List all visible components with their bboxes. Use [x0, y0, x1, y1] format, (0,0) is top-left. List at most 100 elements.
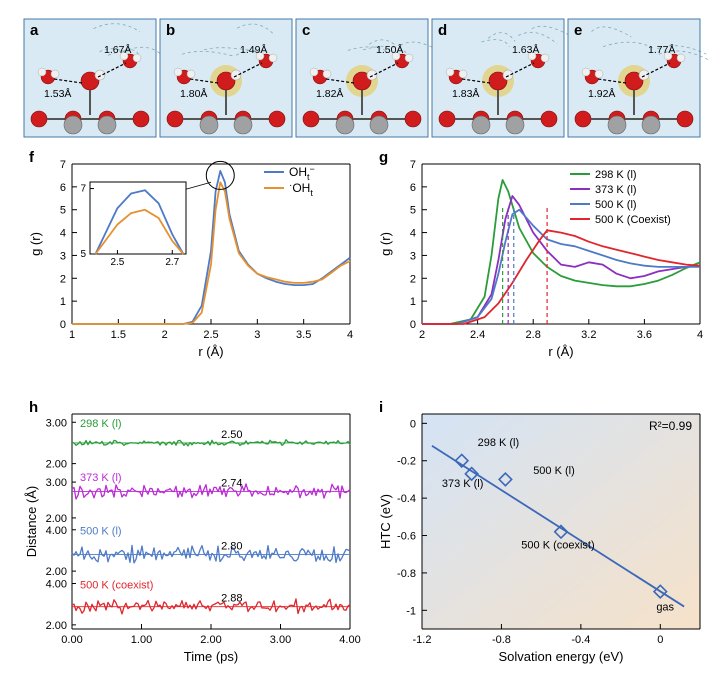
svg-text:-0.4: -0.4 [571, 634, 590, 646]
svg-text:3: 3 [410, 250, 416, 262]
svg-text:0: 0 [410, 319, 416, 331]
snapshot-panel-b: 1.80Å1.49Åb [160, 19, 292, 137]
snapshot-panel-e: 1.92Å 1.77Å e [568, 19, 709, 137]
snapshot-panel-c: 1.82Å1.50Åc [296, 19, 442, 137]
svg-text:-0.4: -0.4 [397, 493, 416, 505]
svg-text:h: h [29, 399, 38, 416]
svg-text:298 K (l): 298 K (l) [595, 169, 637, 181]
svg-text:1.50Å: 1.50Å [376, 43, 403, 56]
svg-text:4.00: 4.00 [46, 579, 67, 591]
panel-f: f11.522.533.5401234567r (Å)g (r)2.52.757… [28, 149, 353, 359]
svg-text:2.00: 2.00 [46, 513, 67, 525]
svg-text:4: 4 [410, 228, 416, 240]
svg-text:2.5: 2.5 [110, 257, 124, 268]
svg-text:·OHt: ·OHt [289, 180, 313, 198]
svg-text:1: 1 [410, 296, 416, 308]
svg-text:Distance (Å): Distance (Å) [24, 486, 39, 558]
svg-text:1.67Å: 1.67Å [104, 43, 131, 56]
svg-text:4: 4 [60, 228, 66, 240]
svg-text:g (r): g (r) [28, 232, 43, 256]
svg-text:2.4: 2.4 [470, 329, 485, 341]
svg-text:2.88: 2.88 [221, 593, 242, 605]
svg-text:3.6: 3.6 [637, 329, 652, 341]
panel-g: g22.42.83.23.6401234567r (Å)g (r)298 K (… [378, 149, 703, 359]
panel-i: i-1.2-0.8-0.40-1-0.8-0.6-0.4-0.20Solvati… [378, 399, 700, 664]
svg-text:4: 4 [347, 329, 353, 341]
svg-text:1.80Å: 1.80Å [180, 87, 207, 100]
svg-text:Time (ps): Time (ps) [184, 649, 238, 664]
svg-text:3.00: 3.00 [270, 634, 291, 646]
svg-text:-0.8: -0.8 [492, 634, 511, 646]
svg-text:3: 3 [60, 250, 66, 262]
svg-text:2.8: 2.8 [526, 329, 541, 341]
svg-text:500 K (l): 500 K (l) [533, 465, 575, 477]
svg-text:7: 7 [80, 184, 86, 195]
svg-text:2: 2 [162, 329, 168, 341]
svg-text:-1.2: -1.2 [413, 634, 432, 646]
svg-text:4.00: 4.00 [46, 525, 67, 537]
svg-text:-0.2: -0.2 [397, 456, 416, 468]
svg-text:3.00: 3.00 [46, 477, 67, 489]
svg-text:-0.6: -0.6 [397, 531, 416, 543]
svg-text:e: e [574, 22, 582, 39]
svg-text:1.00: 1.00 [131, 634, 152, 646]
svg-text:2.80: 2.80 [221, 541, 242, 553]
svg-text:5: 5 [60, 205, 66, 217]
svg-text:500 K (coexist): 500 K (coexist) [521, 540, 594, 552]
svg-text:7: 7 [60, 159, 66, 171]
svg-text:6: 6 [410, 182, 416, 194]
svg-text:r (Å): r (Å) [548, 344, 573, 359]
svg-text:3.5: 3.5 [296, 329, 311, 341]
svg-text:gas: gas [656, 601, 674, 613]
svg-text:1.82Å: 1.82Å [316, 87, 343, 100]
svg-text:1.77Å: 1.77Å [648, 43, 675, 56]
svg-text:2: 2 [60, 273, 66, 285]
svg-text:298 K (l): 298 K (l) [80, 418, 122, 430]
figure-root: 1.53Å1.67Åa1.80Å1.49Åb1.82Å1.50Åc1.83Å1.… [14, 14, 711, 671]
svg-text:R²=0.99: R²=0.99 [649, 419, 692, 433]
svg-text:373 K (l): 373 K (l) [595, 184, 637, 196]
svg-text:0: 0 [657, 634, 663, 646]
svg-text:0.00: 0.00 [61, 634, 82, 646]
svg-text:2.7: 2.7 [165, 257, 179, 268]
svg-text:500 K (Coexist): 500 K (Coexist) [595, 214, 671, 226]
svg-text:2.00: 2.00 [46, 620, 67, 632]
svg-text:1.49Å: 1.49Å [240, 43, 267, 56]
svg-text:1.83Å: 1.83Å [452, 87, 479, 100]
svg-text:3.2: 3.2 [581, 329, 596, 341]
svg-text:2.00: 2.00 [46, 459, 67, 471]
svg-text:1.92Å: 1.92Å [588, 87, 615, 100]
svg-text:373 K (l): 373 K (l) [442, 478, 484, 490]
svg-text:OHt−: OHt− [289, 164, 315, 182]
svg-text:2.50: 2.50 [221, 429, 242, 441]
svg-text:7: 7 [410, 159, 416, 171]
svg-text:2.74: 2.74 [221, 477, 242, 489]
svg-text:1.53Å: 1.53Å [44, 87, 71, 100]
svg-text:g (r): g (r) [378, 232, 393, 256]
svg-text:0: 0 [410, 418, 416, 430]
svg-text:500 K (l): 500 K (l) [80, 526, 122, 538]
svg-text:500 K (coexist): 500 K (coexist) [80, 579, 153, 591]
legend-f: OHt−·OHt [264, 164, 315, 198]
svg-text:6: 6 [60, 182, 66, 194]
svg-text:r (Å): r (Å) [198, 344, 223, 359]
svg-text:2: 2 [419, 329, 425, 341]
svg-text:d: d [438, 22, 447, 39]
svg-text:5: 5 [410, 205, 416, 217]
svg-text:f: f [29, 149, 35, 166]
svg-text:5: 5 [80, 249, 86, 260]
svg-text:1: 1 [60, 296, 66, 308]
panel-h: h 0.00 1.00 2.00 3.00 4.00 Time (ps) Distance (… [24, 399, 361, 664]
svg-text:2.00: 2.00 [46, 566, 67, 578]
svg-text:3.00: 3.00 [46, 417, 67, 429]
svg-text:1: 1 [69, 329, 75, 341]
svg-text:-0.8: -0.8 [397, 568, 416, 580]
svg-text:Solvation energy (eV): Solvation energy (eV) [498, 649, 623, 664]
svg-text:373 K (l): 373 K (l) [80, 472, 122, 484]
svg-text:2.5: 2.5 [203, 329, 218, 341]
svg-text:4.00: 4.00 [339, 634, 360, 646]
svg-text:a: a [30, 22, 39, 39]
svg-text:1.63Å: 1.63Å [512, 43, 539, 56]
svg-text:HTC (eV): HTC (eV) [378, 494, 393, 549]
svg-text:i: i [379, 399, 383, 416]
